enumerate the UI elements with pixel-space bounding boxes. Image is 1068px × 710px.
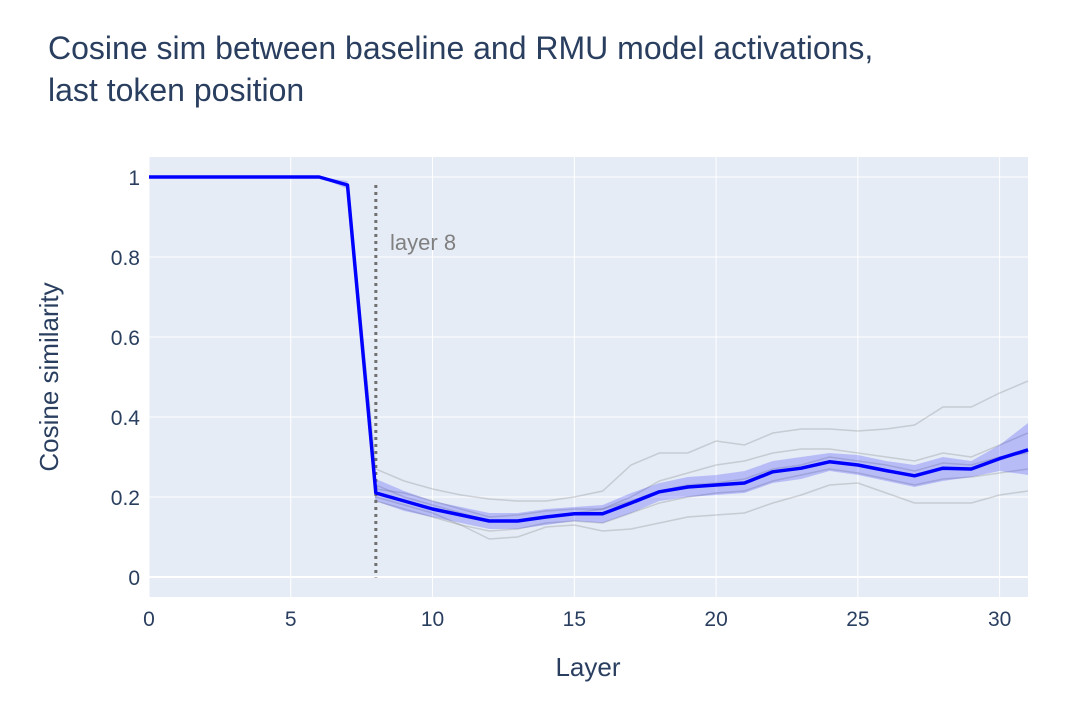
y-axis-label: Cosine similarity xyxy=(34,282,64,471)
x-tick-label: 25 xyxy=(846,608,869,631)
chart-title-line-1: Cosine sim between baseline and RMU mode… xyxy=(48,30,873,66)
annotation-label: layer 8 xyxy=(390,230,456,255)
x-tick-label: 10 xyxy=(421,608,444,631)
y-tick-label: 0.4 xyxy=(111,407,141,430)
y-tick-label: 0.6 xyxy=(111,327,140,350)
x-tick-label: 30 xyxy=(988,608,1011,631)
y-axis-ticks: 0 0.2 0.4 0.6 0.8 1 xyxy=(111,167,141,590)
x-axis-label: Layer xyxy=(555,652,620,682)
x-tick-label: 15 xyxy=(563,608,586,631)
grid-lines xyxy=(148,157,1028,597)
x-tick-label: 5 xyxy=(285,608,297,631)
y-tick-label: 0 xyxy=(128,567,140,590)
x-tick-label: 20 xyxy=(704,608,727,631)
y-tick-label: 1 xyxy=(128,167,140,190)
y-tick-label: 0.8 xyxy=(111,247,140,270)
mean-series-line xyxy=(149,175,1029,523)
x-axis-ticks: 0 5 10 15 20 25 30 xyxy=(143,608,1011,631)
chart-title-line-2: last token position xyxy=(48,72,304,108)
plot-area xyxy=(149,157,1028,597)
mean-series xyxy=(149,175,1029,523)
y-tick-label: 0.2 xyxy=(111,487,140,510)
x-tick-label: 0 xyxy=(143,608,155,631)
annotations: layer 8 xyxy=(390,230,456,255)
